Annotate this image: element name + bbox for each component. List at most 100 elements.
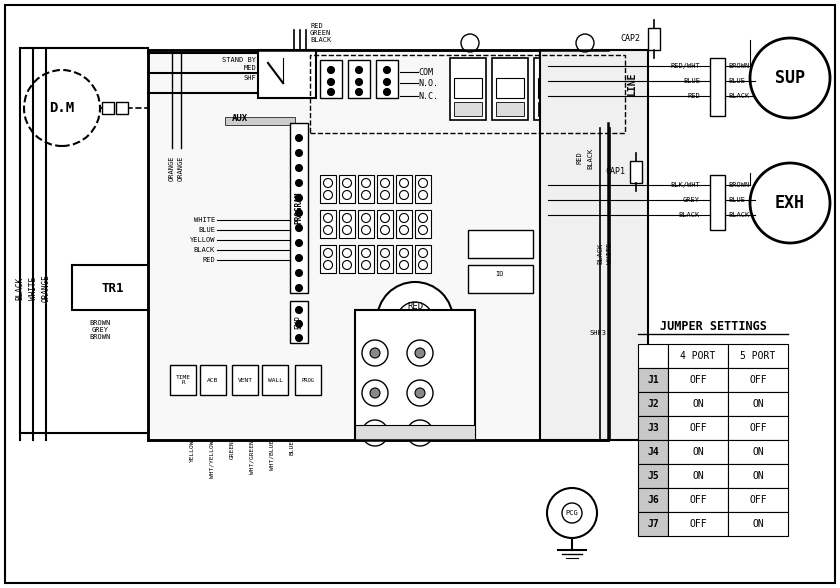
Text: PROG: PROG: [302, 377, 314, 383]
Text: PCG: PCG: [565, 510, 579, 516]
Circle shape: [323, 179, 333, 188]
Bar: [295, 365, 321, 395]
Circle shape: [323, 249, 333, 258]
Circle shape: [407, 340, 433, 366]
Bar: [339, 245, 355, 273]
Circle shape: [562, 503, 582, 523]
Text: OFF: OFF: [689, 495, 706, 505]
Circle shape: [296, 225, 302, 231]
Text: OFF: OFF: [689, 519, 706, 529]
Circle shape: [377, 282, 453, 358]
Text: YELLOW: YELLOW: [190, 440, 195, 463]
Text: STAND BY: STAND BY: [222, 57, 256, 63]
Circle shape: [296, 180, 302, 186]
Circle shape: [750, 38, 830, 118]
Circle shape: [461, 34, 479, 52]
Circle shape: [400, 249, 408, 258]
Bar: [200, 365, 226, 395]
Bar: [358, 210, 374, 238]
Circle shape: [343, 226, 351, 235]
Text: ON: ON: [752, 471, 764, 481]
Bar: [638, 440, 668, 464]
Text: OFF: OFF: [689, 423, 706, 433]
Circle shape: [418, 179, 428, 188]
Circle shape: [400, 179, 408, 188]
Circle shape: [296, 270, 302, 276]
Text: GREY: GREY: [683, 197, 700, 203]
Text: WHITE: WHITE: [607, 242, 613, 263]
Bar: [630, 161, 642, 183]
Bar: [358, 245, 374, 273]
Text: J4: J4: [647, 447, 659, 457]
Circle shape: [418, 249, 428, 258]
Bar: [668, 512, 728, 536]
Text: AUX: AUX: [232, 113, 248, 122]
Circle shape: [362, 340, 388, 366]
Circle shape: [296, 285, 302, 291]
Text: RED: RED: [407, 302, 423, 310]
Bar: [668, 464, 728, 488]
Bar: [668, 416, 728, 440]
Text: N.C.: N.C.: [418, 92, 438, 101]
Circle shape: [400, 191, 408, 199]
Circle shape: [24, 70, 100, 146]
Bar: [728, 416, 788, 440]
Bar: [232, 365, 258, 395]
Text: VENT: VENT: [238, 377, 253, 383]
Bar: [339, 210, 355, 238]
Text: BROWN: BROWN: [89, 320, 111, 326]
Circle shape: [384, 79, 391, 85]
Bar: [668, 440, 728, 464]
Bar: [728, 512, 788, 536]
Text: ON: ON: [752, 399, 764, 409]
Bar: [580, 78, 608, 98]
Text: MED: MED: [244, 65, 256, 71]
Bar: [668, 488, 728, 512]
Text: SUP: SUP: [775, 69, 805, 87]
Bar: [728, 488, 788, 512]
Circle shape: [370, 388, 380, 398]
Text: 5 PORT: 5 PORT: [740, 351, 775, 361]
Circle shape: [418, 226, 428, 235]
Text: ACB: ACB: [207, 377, 218, 383]
Text: ON: ON: [692, 447, 704, 457]
Circle shape: [400, 226, 408, 235]
Bar: [710, 58, 725, 116]
Bar: [668, 344, 728, 368]
Bar: [320, 210, 336, 238]
Bar: [72, 265, 154, 310]
Bar: [728, 344, 788, 368]
Bar: [358, 175, 374, 203]
Bar: [148, 50, 608, 440]
Circle shape: [323, 191, 333, 199]
Circle shape: [355, 79, 363, 85]
Circle shape: [407, 380, 433, 406]
Text: BLACK: BLACK: [597, 242, 603, 263]
Bar: [576, 58, 612, 120]
Text: CAP2: CAP2: [620, 34, 640, 42]
Bar: [496, 78, 524, 98]
Circle shape: [343, 260, 351, 269]
Text: BLUE: BLUE: [683, 78, 700, 84]
Circle shape: [381, 226, 390, 235]
Bar: [396, 210, 412, 238]
Bar: [454, 78, 482, 98]
Text: GREY: GREY: [92, 327, 108, 333]
Text: TR1: TR1: [102, 282, 124, 295]
Text: OFF: OFF: [749, 423, 767, 433]
Circle shape: [381, 179, 390, 188]
Text: EXH: EXH: [775, 194, 805, 212]
Text: BLUE: BLUE: [728, 197, 745, 203]
Bar: [415, 210, 431, 238]
Bar: [492, 58, 528, 120]
Circle shape: [361, 179, 370, 188]
Circle shape: [296, 150, 302, 156]
Text: ON: ON: [752, 447, 764, 457]
Text: OFF: OFF: [749, 495, 767, 505]
Text: J7: J7: [647, 519, 659, 529]
Bar: [538, 102, 566, 116]
Circle shape: [296, 335, 302, 341]
Bar: [396, 245, 412, 273]
Bar: [622, 58, 640, 123]
Bar: [415, 175, 431, 203]
